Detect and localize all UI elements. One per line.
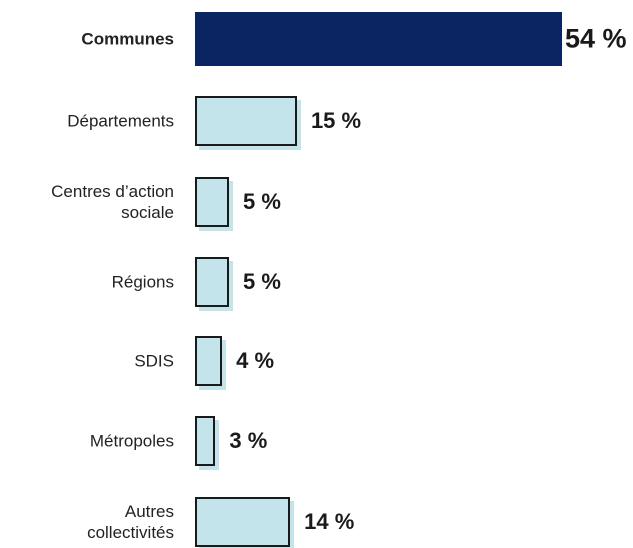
bar	[195, 257, 229, 307]
category-label: Autres collectivités	[87, 502, 174, 542]
category-label: Départements	[67, 111, 174, 131]
value-label: 14 %	[304, 509, 355, 534]
category-label: Centres d’action sociale	[51, 182, 174, 222]
bar	[195, 497, 291, 547]
category-label: SDIS	[134, 351, 174, 371]
bar	[195, 416, 216, 466]
value-label: 15 %	[310, 108, 362, 133]
bar	[195, 336, 223, 386]
bar	[195, 96, 297, 146]
value-label: 54 %	[565, 23, 627, 54]
value-label: 5 %	[242, 189, 281, 214]
value-label: 5 %	[242, 269, 281, 294]
bar	[195, 12, 562, 66]
category-label: Régions	[111, 272, 174, 292]
bar	[195, 177, 229, 227]
category-label: Métropoles	[89, 431, 174, 451]
category-label: Communes	[81, 29, 174, 49]
value-label: 3 %	[229, 428, 268, 453]
value-label: 4 %	[236, 348, 275, 373]
